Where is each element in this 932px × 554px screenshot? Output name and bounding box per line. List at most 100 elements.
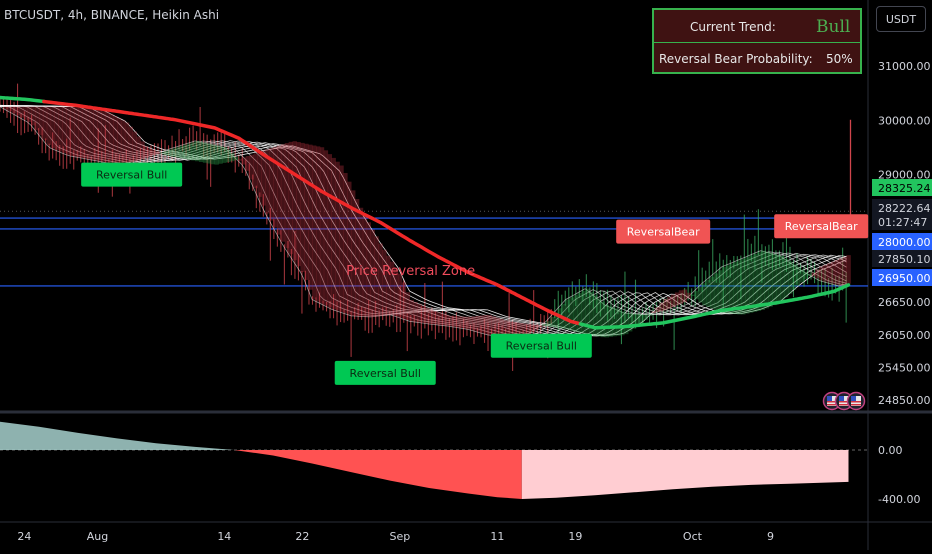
ribbon-fill (530, 324, 535, 333)
flag-canton (827, 396, 832, 401)
ribbon-fill (280, 144, 286, 242)
ribbon-fill (690, 294, 695, 296)
ribbon-fill (241, 157, 247, 165)
ribbon-fill (639, 314, 645, 324)
ribbon-fill (315, 146, 321, 302)
ribbon-fill (394, 267, 399, 317)
reversal-bull-label: Reversal Bull (334, 360, 436, 385)
ribbon-fill (776, 254, 781, 304)
ribbon-fill (538, 325, 543, 327)
ribbon-fill (222, 147, 227, 163)
ribbon-fill (257, 151, 262, 197)
ribbon-fill (386, 255, 391, 316)
ribbon-fill (702, 283, 707, 306)
ribbon-fill (647, 313, 652, 316)
ribbon-fill (308, 144, 313, 290)
ribbon-fill (546, 321, 551, 327)
ribbon-fill (830, 261, 836, 284)
label-box (616, 219, 711, 244)
ribbon-fill (550, 316, 555, 327)
ribbon-fill (589, 291, 594, 336)
ribbon-fill (296, 142, 301, 267)
ribbon-fill (124, 122, 130, 164)
ribbon-fill (347, 181, 352, 315)
ribbon-fill (495, 317, 500, 336)
ribbon-fill (752, 253, 758, 312)
ribbon-fill (663, 298, 668, 311)
ribbon-fill (198, 141, 204, 162)
ribbon-fill (834, 260, 840, 285)
trend-row: Current Trend: Bull (654, 12, 860, 43)
reversal-bear-label: ReversalBear (616, 219, 711, 244)
ribbon-fill (163, 150, 169, 156)
price-tick-label: 26650.00 (878, 296, 931, 309)
ribbon-fill (366, 222, 372, 317)
ribbon-fill (542, 323, 547, 326)
reversal-bear-label: ReversalBear (774, 214, 869, 239)
ribbon-fill (514, 322, 520, 337)
ribbon-fill (819, 266, 824, 281)
ribbon-fill (846, 255, 851, 284)
ribbon-fill (616, 309, 621, 336)
ribbon-fill (573, 295, 578, 332)
flag-stripe (839, 404, 849, 406)
ribbon-fill (136, 136, 141, 161)
ribbon-fill (66, 106, 71, 155)
currency-button[interactable]: USDT (876, 6, 926, 32)
price-badge: 28000.00 (872, 233, 932, 250)
ribbon-fill (50, 106, 56, 149)
ribbon-fill (85, 106, 91, 159)
ribbon-fill (417, 303, 422, 323)
ribbon-fill (11, 106, 17, 114)
ribbon-fill (452, 316, 457, 327)
ribbon-fill (756, 252, 762, 312)
ribbon-fill (113, 115, 118, 165)
ribbon-fill (140, 141, 145, 160)
price-reversal-zone-label: Price Reversal Zone (346, 264, 475, 279)
ribbon-fill (678, 290, 684, 304)
ribbon-fill (89, 106, 95, 160)
reversal-probability-label: Reversal Bear Probability: (659, 52, 813, 66)
ribbon-fill (686, 292, 691, 299)
ribbon-fill (245, 156, 251, 171)
ribbon-fill (226, 149, 231, 163)
time-tick-label: 24 (17, 530, 31, 543)
flag-stripe (851, 404, 861, 406)
ribbon-fill (390, 261, 395, 315)
ribbon-fill (401, 282, 407, 319)
label-text: Reversal Bull (506, 340, 577, 353)
ribbon-fill (195, 140, 200, 162)
ribbon-fill (265, 149, 270, 214)
label-text: ReversalBear (627, 226, 700, 239)
ribbon-fill (292, 141, 297, 261)
ribbon-fill (120, 120, 126, 164)
ribbon-fill (448, 315, 453, 327)
ribbon-fill (269, 148, 274, 221)
ribbon-strand (0, 106, 847, 338)
ribbon-fill (167, 149, 173, 157)
ribbon-fill (721, 266, 727, 314)
badge-bg (872, 233, 932, 250)
ribbon-fill (237, 158, 243, 161)
label-text: Reversal Bull (96, 169, 167, 182)
ribbon-fill (553, 312, 559, 328)
ribbon-fill (382, 249, 387, 316)
ribbon-fill (581, 290, 586, 335)
ribbon-fill (569, 297, 574, 331)
price-badge: 28325.24 (872, 179, 932, 196)
ribbon-fill (491, 316, 496, 336)
ribbon-fill (105, 111, 110, 163)
ribbon-fill (795, 266, 801, 287)
ribbon-fill (70, 106, 75, 156)
ribbon-fill (331, 157, 336, 310)
ribbon-fill (355, 199, 360, 317)
ribbon-strand (0, 106, 847, 338)
ribbon-fill (409, 300, 414, 322)
ribbon-fill (838, 258, 844, 286)
price-tick-label: 30000.00 (878, 114, 931, 127)
ribbon-fill (429, 309, 434, 324)
price-badge: 01:27:47 (872, 213, 932, 230)
ribbon-fill (670, 294, 676, 308)
flag-stripe (851, 401, 861, 403)
